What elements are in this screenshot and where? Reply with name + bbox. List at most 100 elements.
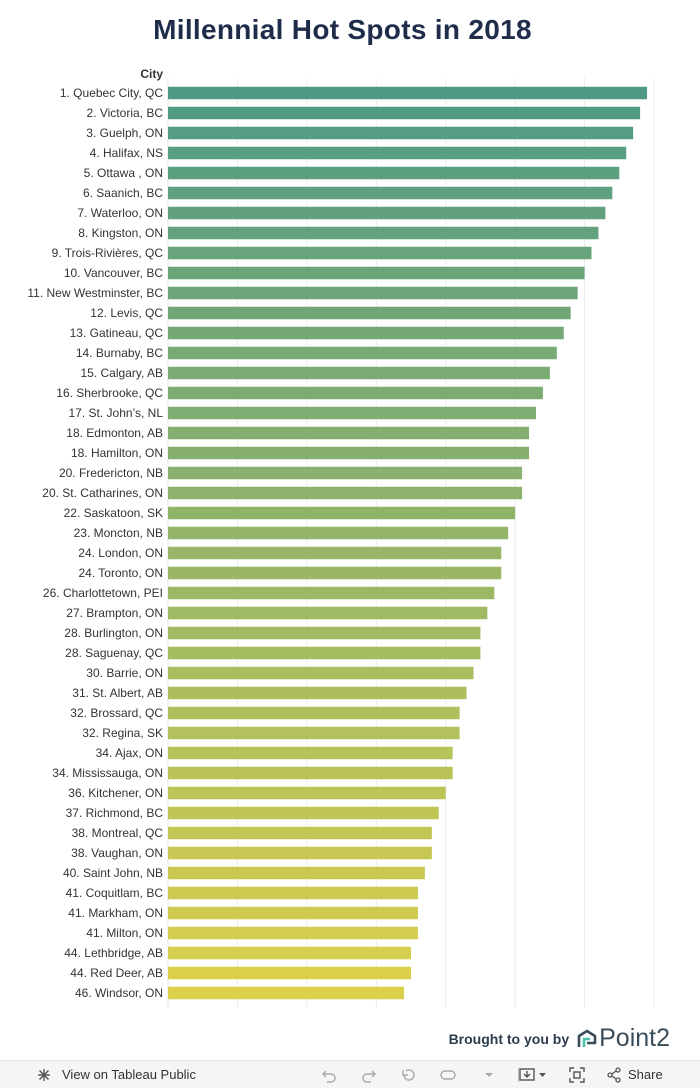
category-label: 18. Edmonton, AB <box>66 426 163 440</box>
bar[interactable] <box>168 786 446 800</box>
category-label: 23. Moncton, NB <box>74 526 163 540</box>
credit-text: Brought to you by <box>448 1030 570 1047</box>
category-label: 13. Gatineau, QC <box>70 326 164 340</box>
revert-icon[interactable] <box>398 1064 420 1086</box>
bar[interactable] <box>168 846 432 860</box>
bar[interactable] <box>168 366 550 380</box>
category-label: 4. Halifax, NS <box>90 146 163 160</box>
view-on-tableau-link[interactable]: View on Tableau Public <box>33 1064 196 1086</box>
bar[interactable] <box>168 246 592 260</box>
bar[interactable] <box>168 926 418 940</box>
bar[interactable] <box>168 286 578 300</box>
category-label: 46. Windsor, ON <box>75 986 163 1000</box>
history-controls <box>318 1064 519 1086</box>
category-label: 12. Levis, QC <box>90 306 163 320</box>
bar[interactable] <box>168 466 523 480</box>
bar[interactable] <box>168 606 488 620</box>
bar[interactable] <box>168 126 634 140</box>
bar[interactable] <box>168 866 425 880</box>
bar[interactable] <box>168 406 536 420</box>
category-label: 16. Sherbrooke, QC <box>56 386 163 400</box>
category-label: 17. St. John’s, NL <box>69 406 164 420</box>
category-label: 24. London, ON <box>78 546 163 560</box>
bar[interactable] <box>168 426 530 440</box>
bar[interactable] <box>168 706 460 720</box>
category-label: 41. Milton, ON <box>86 926 163 940</box>
tableau-icon <box>33 1064 55 1086</box>
undo-icon[interactable] <box>318 1064 340 1086</box>
bar[interactable] <box>168 626 481 640</box>
redo-icon[interactable] <box>358 1064 380 1086</box>
category-label: 38. Montreal, QC <box>72 826 164 840</box>
category-label: 44. Red Deer, AB <box>70 966 163 980</box>
bar[interactable] <box>168 646 481 660</box>
bar[interactable] <box>168 826 432 840</box>
bar[interactable] <box>168 566 502 580</box>
category-label: 34. Ajax, ON <box>96 746 163 760</box>
download-icon[interactable] <box>518 1064 548 1086</box>
bar[interactable] <box>168 986 405 1000</box>
bar[interactable] <box>168 486 523 500</box>
category-label: 2. Victoria, BC <box>87 106 164 120</box>
bar[interactable] <box>168 886 418 900</box>
category-label: 37. Richmond, BC <box>66 806 164 820</box>
tableau-toolbar: View on Tableau Public Share <box>0 1060 700 1088</box>
category-label: 36. Kitchener, ON <box>68 786 163 800</box>
bar[interactable] <box>168 346 557 360</box>
bar[interactable] <box>168 86 648 100</box>
category-label: 8. Kingston, ON <box>78 226 163 240</box>
chevron-down-icon[interactable] <box>478 1064 500 1086</box>
bar[interactable] <box>168 106 641 120</box>
bar[interactable] <box>168 726 460 740</box>
bar[interactable] <box>168 446 530 460</box>
category-label: 32. Regina, SK <box>82 726 163 740</box>
bar[interactable] <box>168 746 453 760</box>
category-label: 41. Markham, ON <box>68 906 163 920</box>
fullscreen-icon[interactable] <box>566 1064 588 1086</box>
bar[interactable] <box>168 266 585 280</box>
category-label: 22. Saskatoon, SK <box>64 506 163 520</box>
credit: Brought to you by Point2 <box>449 1024 670 1053</box>
share-icon <box>607 1066 621 1083</box>
point2-logo[interactable]: Point2 <box>575 1024 670 1053</box>
bar[interactable] <box>168 186 613 200</box>
category-label: 10. Vancouver, BC <box>64 266 164 280</box>
category-label: 11. New Westminster, BC <box>27 286 163 300</box>
category-label: 38. Vaughan, ON <box>71 846 163 860</box>
bar[interactable] <box>168 326 564 340</box>
point2-logo-icon <box>577 1029 597 1047</box>
category-label: 28. Burlington, ON <box>64 626 163 640</box>
bar[interactable] <box>168 966 411 980</box>
category-label: 9. Trois-Rivières, QC <box>52 246 164 260</box>
bar[interactable] <box>168 946 411 960</box>
category-label: 1. Quebec City, QC <box>60 86 163 100</box>
bar[interactable] <box>168 686 467 700</box>
bar[interactable] <box>168 766 453 780</box>
bar[interactable] <box>168 806 439 820</box>
bar[interactable] <box>168 306 571 320</box>
bar[interactable] <box>168 386 543 400</box>
bar[interactable] <box>168 546 502 560</box>
category-label: 14. Burnaby, BC <box>76 346 163 360</box>
share-button[interactable]: Share <box>606 1066 663 1083</box>
bar[interactable] <box>168 166 620 180</box>
category-label: 44. Lethbridge, AB <box>64 946 163 960</box>
bar[interactable] <box>168 146 627 160</box>
category-label: 41. Coquitlam, BC <box>66 886 164 900</box>
bar[interactable] <box>168 206 606 220</box>
category-label: 28. Saguenay, QC <box>65 646 163 660</box>
bar[interactable] <box>168 906 418 920</box>
pause-icon[interactable] <box>438 1064 460 1086</box>
category-label: 27. Brampton, ON <box>66 606 163 620</box>
bar[interactable] <box>168 226 599 240</box>
bar[interactable] <box>168 506 516 520</box>
category-label: 7. Waterloo, ON <box>77 206 163 220</box>
bar[interactable] <box>168 666 474 680</box>
category-label: 15. Calgary, AB <box>81 366 164 380</box>
chart-title: Millennial Hot Spots in 2018 <box>153 14 532 45</box>
toolbar-divider <box>518 1067 519 1082</box>
bar[interactable] <box>168 526 509 540</box>
category-label: 30. Barrie, ON <box>86 666 163 680</box>
bar[interactable] <box>168 586 495 600</box>
category-label: 40. Saint John, NB <box>63 866 163 880</box>
